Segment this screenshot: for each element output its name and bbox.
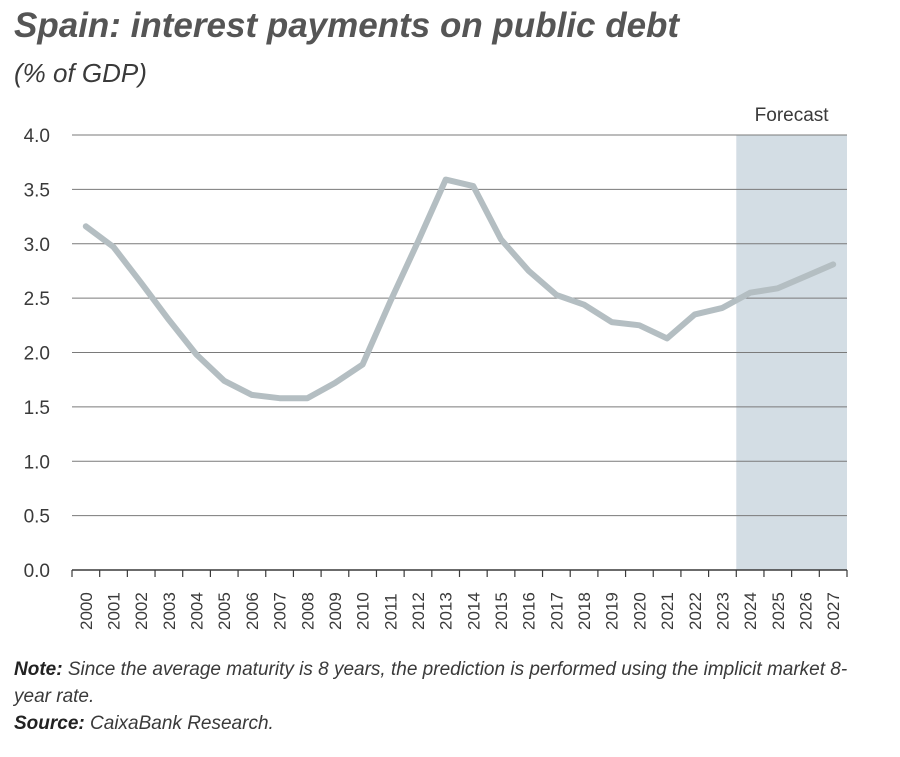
x-tick-label: 2012 — [409, 592, 428, 630]
y-tick-label: 1.5 — [24, 398, 50, 419]
x-tick-label: 2014 — [464, 592, 483, 630]
source-label: Source: — [14, 713, 85, 734]
chart-title: Spain: interest payments on public debt — [14, 6, 680, 45]
forecast-label: Forecast — [755, 105, 830, 126]
series-line — [82, 176, 837, 402]
y-tick-label: 3.0 — [24, 235, 50, 256]
source-line: Source: CaixaBank Research. — [14, 710, 884, 737]
x-tick-label: 2007 — [271, 592, 290, 630]
x-tick-label: 2011 — [381, 593, 400, 630]
x-tick-label: 2019 — [603, 592, 622, 630]
x-tick-label: 2006 — [243, 592, 262, 630]
x-tick-label: 2001 — [105, 592, 124, 630]
y-tick-label: 2.0 — [24, 344, 50, 365]
y-tick-label: 4.0 — [24, 126, 50, 147]
x-tick-label: 2025 — [769, 592, 788, 630]
y-tick-label: 0.0 — [24, 561, 50, 582]
y-tick-label: 0.5 — [24, 507, 50, 528]
x-tick-label: 2002 — [132, 592, 151, 630]
x-tick-label: 2020 — [630, 592, 649, 630]
x-tick-label: 2004 — [188, 592, 207, 630]
x-tick-label: 2016 — [520, 592, 539, 630]
note-text: Since the average maturity is 8 years, t… — [14, 659, 848, 707]
y-tick-label: 2.5 — [24, 289, 50, 310]
x-tick-label: 2003 — [160, 592, 179, 630]
x-tick-label: 2005 — [215, 592, 234, 630]
x-tick-label: 2008 — [298, 592, 317, 630]
y-tick-label: 3.5 — [24, 180, 50, 201]
x-tick-label: 2024 — [741, 592, 760, 630]
source-text: CaixaBank Research. — [90, 713, 274, 734]
note-line: Note: Since the average maturity is 8 ye… — [14, 656, 884, 710]
x-tick-label: 2027 — [824, 592, 843, 630]
x-tick-label: 2010 — [354, 592, 373, 630]
x-tick-label: 2026 — [796, 592, 815, 630]
x-tick-label: 2023 — [713, 592, 732, 630]
x-tick-label: 2009 — [326, 592, 345, 630]
y-tick-label: 1.0 — [24, 452, 50, 473]
x-tick-label: 2015 — [492, 592, 511, 630]
chart-notes: Note: Since the average maturity is 8 ye… — [14, 656, 884, 737]
x-tick-label: 2021 — [658, 592, 677, 630]
note-label: Note: — [14, 659, 63, 680]
x-tick-label: 2000 — [77, 592, 96, 630]
x-tick-label: 2018 — [575, 592, 594, 630]
chart-subtitle: (% of GDP) — [14, 58, 147, 88]
x-tick-label: 2017 — [547, 592, 566, 630]
x-tick-label: 2022 — [686, 592, 705, 630]
line-chart: Forecast 0.0 0.5 1.0 1.5 2.0 2.5 3.0 3.5 4.0 2000 2… — [24, 105, 848, 630]
x-tick-label: 2013 — [437, 592, 456, 630]
